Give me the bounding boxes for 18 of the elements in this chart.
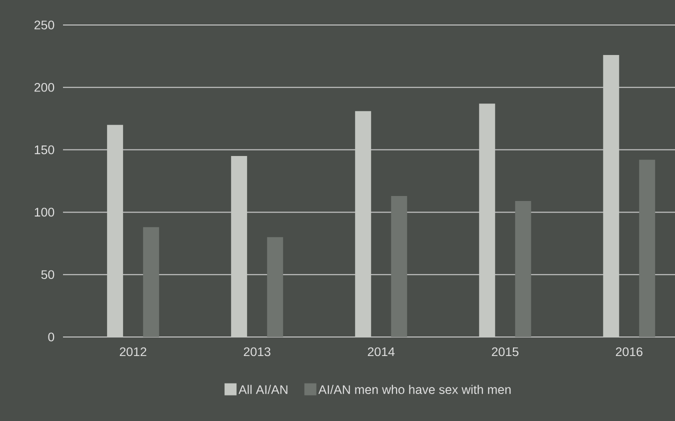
- bar: [639, 160, 656, 337]
- x-tick-label: 2013: [244, 347, 270, 356]
- x-tick-label: 2012: [120, 347, 146, 356]
- y-tick-label: 0: [48, 332, 54, 342]
- y-tick-label: 100: [34, 208, 54, 217]
- legend-label: AI/AN men who have sex with men: [318, 384, 511, 394]
- y-tick-label: 150: [34, 145, 54, 154]
- y-tick-label: 50: [41, 270, 54, 280]
- bar: [143, 227, 160, 337]
- x-tick-label: 2014: [368, 347, 395, 356]
- bar: [391, 196, 408, 337]
- bar: [515, 200, 532, 337]
- x-tick-label: 2015: [492, 347, 518, 356]
- x-tick-label: 2016: [616, 347, 642, 356]
- y-tick-label: 250: [34, 20, 54, 30]
- legend-label: All AI/AN: [238, 384, 288, 394]
- bar: [267, 237, 284, 337]
- y-tick-label: 200: [34, 82, 54, 92]
